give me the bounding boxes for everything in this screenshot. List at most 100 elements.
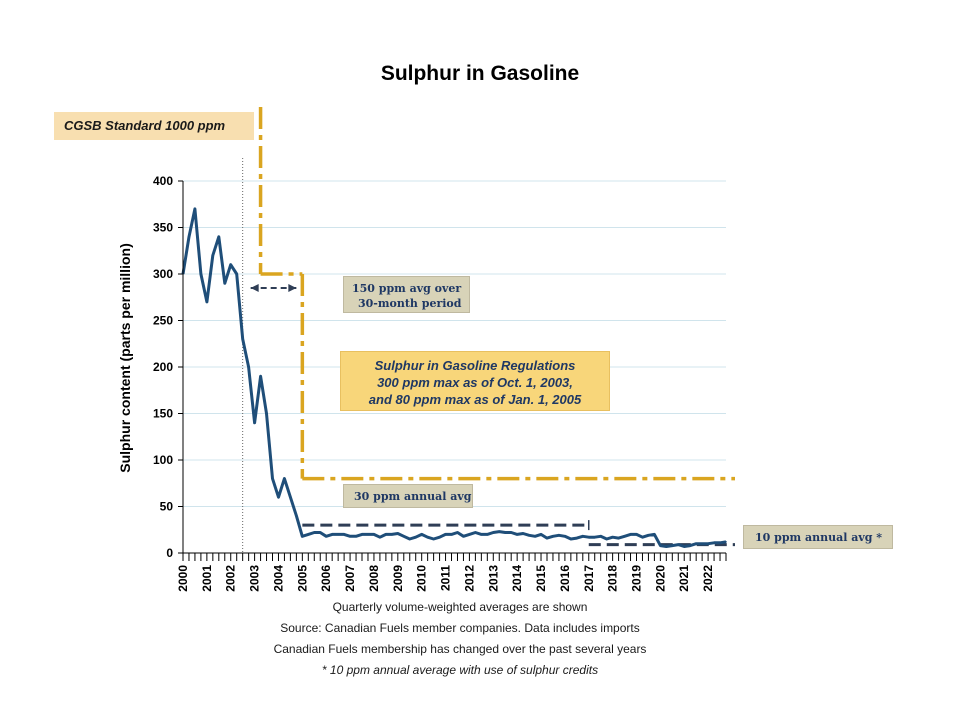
y-tick-label-300: 300 bbox=[153, 267, 173, 281]
data-point-84 bbox=[683, 545, 685, 548]
y-tick-label-250: 250 bbox=[153, 314, 173, 328]
data-point-13 bbox=[259, 375, 262, 378]
series-points bbox=[182, 208, 727, 548]
x-tick-label-2007: 2007 bbox=[343, 565, 357, 592]
y-axis-label: Sulphur content (parts per million) bbox=[117, 243, 133, 472]
data-point-3 bbox=[200, 273, 202, 275]
data-point-75 bbox=[629, 533, 632, 536]
regulations-line2: 300 ppm max as of Oct. 1, 2003, bbox=[377, 375, 573, 390]
y-tick-label-400: 400 bbox=[153, 174, 173, 188]
data-point-41 bbox=[426, 536, 429, 538]
data-point-73 bbox=[617, 537, 620, 539]
data-point-26 bbox=[337, 533, 339, 536]
data-point-6 bbox=[218, 236, 220, 238]
data-point-53 bbox=[498, 530, 501, 533]
data-point-37 bbox=[403, 535, 405, 538]
avg-30-box: 30 ppm annual avg bbox=[343, 484, 473, 508]
data-point-49 bbox=[474, 531, 477, 534]
regulations-line3: and 80 ppm max as of Jan. 1, 2005 bbox=[368, 392, 582, 407]
data-point-48 bbox=[468, 533, 471, 536]
footnote-averages: Quarterly volume-weighted averages are s… bbox=[332, 600, 588, 614]
data-point-44 bbox=[444, 533, 447, 536]
data-point-80 bbox=[659, 544, 662, 547]
data-point-21 bbox=[307, 533, 310, 536]
data-point-46 bbox=[456, 531, 459, 534]
data-point-78 bbox=[647, 534, 650, 537]
regulations-box: Sulphur in Gasoline Regulations 300 ppm … bbox=[340, 351, 610, 411]
data-point-71 bbox=[605, 538, 608, 540]
data-point-66 bbox=[576, 537, 578, 539]
data-point-10 bbox=[241, 338, 244, 340]
data-point-43 bbox=[438, 536, 441, 538]
data-point-38 bbox=[408, 538, 411, 540]
data-point-86 bbox=[695, 542, 697, 545]
x-tick-label-2004: 2004 bbox=[271, 565, 285, 592]
data-point-64 bbox=[564, 535, 566, 538]
x-tick-label-2017: 2017 bbox=[582, 565, 596, 592]
data-point-25 bbox=[331, 533, 334, 536]
x-tick-label-2011: 2011 bbox=[439, 565, 453, 591]
data-point-47 bbox=[462, 535, 465, 538]
data-point-85 bbox=[689, 544, 691, 547]
avg-150-box: 150 ppm avg over 30-month period bbox=[343, 276, 470, 313]
data-point-7 bbox=[224, 282, 226, 285]
data-point-87 bbox=[701, 542, 703, 545]
x-tick-label-2012: 2012 bbox=[462, 565, 476, 592]
avg-150-line1: 150 ppm avg over bbox=[352, 282, 462, 295]
data-point-18 bbox=[289, 496, 292, 499]
x-tick-label-2002: 2002 bbox=[224, 565, 238, 592]
data-point-54 bbox=[504, 531, 507, 534]
regulations-line1: Sulphur in Gasoline Regulations bbox=[374, 358, 576, 373]
x-tick-label-2016: 2016 bbox=[558, 565, 572, 592]
data-point-1 bbox=[188, 236, 190, 238]
data-point-62 bbox=[552, 535, 554, 538]
data-point-74 bbox=[623, 535, 626, 538]
x-tick-label-2021: 2021 bbox=[677, 565, 691, 592]
data-point-20 bbox=[301, 535, 304, 538]
x-tick-label-2015: 2015 bbox=[534, 565, 548, 592]
x-tick-label-2022: 2022 bbox=[701, 565, 715, 592]
x-tick-label-2010: 2010 bbox=[415, 565, 429, 592]
y-tick-label-350: 350 bbox=[153, 221, 173, 235]
data-point-91 bbox=[725, 541, 727, 543]
data-point-63 bbox=[558, 534, 560, 537]
chart-title: Sulphur in Gasoline bbox=[380, 62, 580, 85]
x-tick-label-2003: 2003 bbox=[248, 565, 262, 592]
footnotes: Quarterly volume-weighted averages are s… bbox=[0, 600, 920, 684]
y-tick-label-150: 150 bbox=[153, 407, 173, 421]
data-point-19 bbox=[295, 515, 298, 517]
data-point-81 bbox=[665, 545, 668, 548]
data-point-90 bbox=[719, 542, 721, 544]
avg-150-line2: 30-month period bbox=[358, 297, 462, 310]
data-point-34 bbox=[385, 533, 387, 536]
data-point-58 bbox=[528, 534, 530, 537]
data-point-31 bbox=[367, 533, 369, 536]
data-point-40 bbox=[420, 533, 423, 536]
data-point-65 bbox=[570, 538, 572, 540]
x-tick-label-2000: 2000 bbox=[176, 565, 190, 592]
x-tick-label-2001: 2001 bbox=[200, 565, 214, 592]
x-ticks bbox=[182, 553, 727, 561]
data-point-15 bbox=[271, 477, 274, 480]
y-tick-label-0: 0 bbox=[166, 546, 173, 560]
x-tick-label-2008: 2008 bbox=[367, 565, 381, 592]
data-point-60 bbox=[540, 533, 542, 536]
data-point-33 bbox=[379, 536, 381, 538]
avg-150-arrow-left bbox=[250, 283, 259, 292]
y-tick-label-100: 100 bbox=[153, 453, 173, 467]
data-point-28 bbox=[349, 535, 351, 538]
series-line bbox=[181, 207, 727, 548]
data-point-24 bbox=[325, 535, 328, 538]
x-tick-labels: 2000 2001 2002 2003 2004 2005 2006 2007 2008 2009… bbox=[176, 565, 715, 592]
x-tick-label-2020: 2020 bbox=[653, 565, 667, 592]
y-tick-label-200: 200 bbox=[153, 360, 173, 374]
data-point-56 bbox=[516, 533, 518, 536]
data-point-9 bbox=[235, 273, 238, 275]
data-point-67 bbox=[582, 535, 584, 538]
data-point-51 bbox=[486, 533, 489, 536]
data-point-17 bbox=[283, 477, 286, 480]
data-point-29 bbox=[355, 535, 357, 538]
footnote-credits: * 10 ppm annual average with use of sulp… bbox=[321, 663, 599, 677]
x-tick-label-2006: 2006 bbox=[319, 565, 333, 592]
